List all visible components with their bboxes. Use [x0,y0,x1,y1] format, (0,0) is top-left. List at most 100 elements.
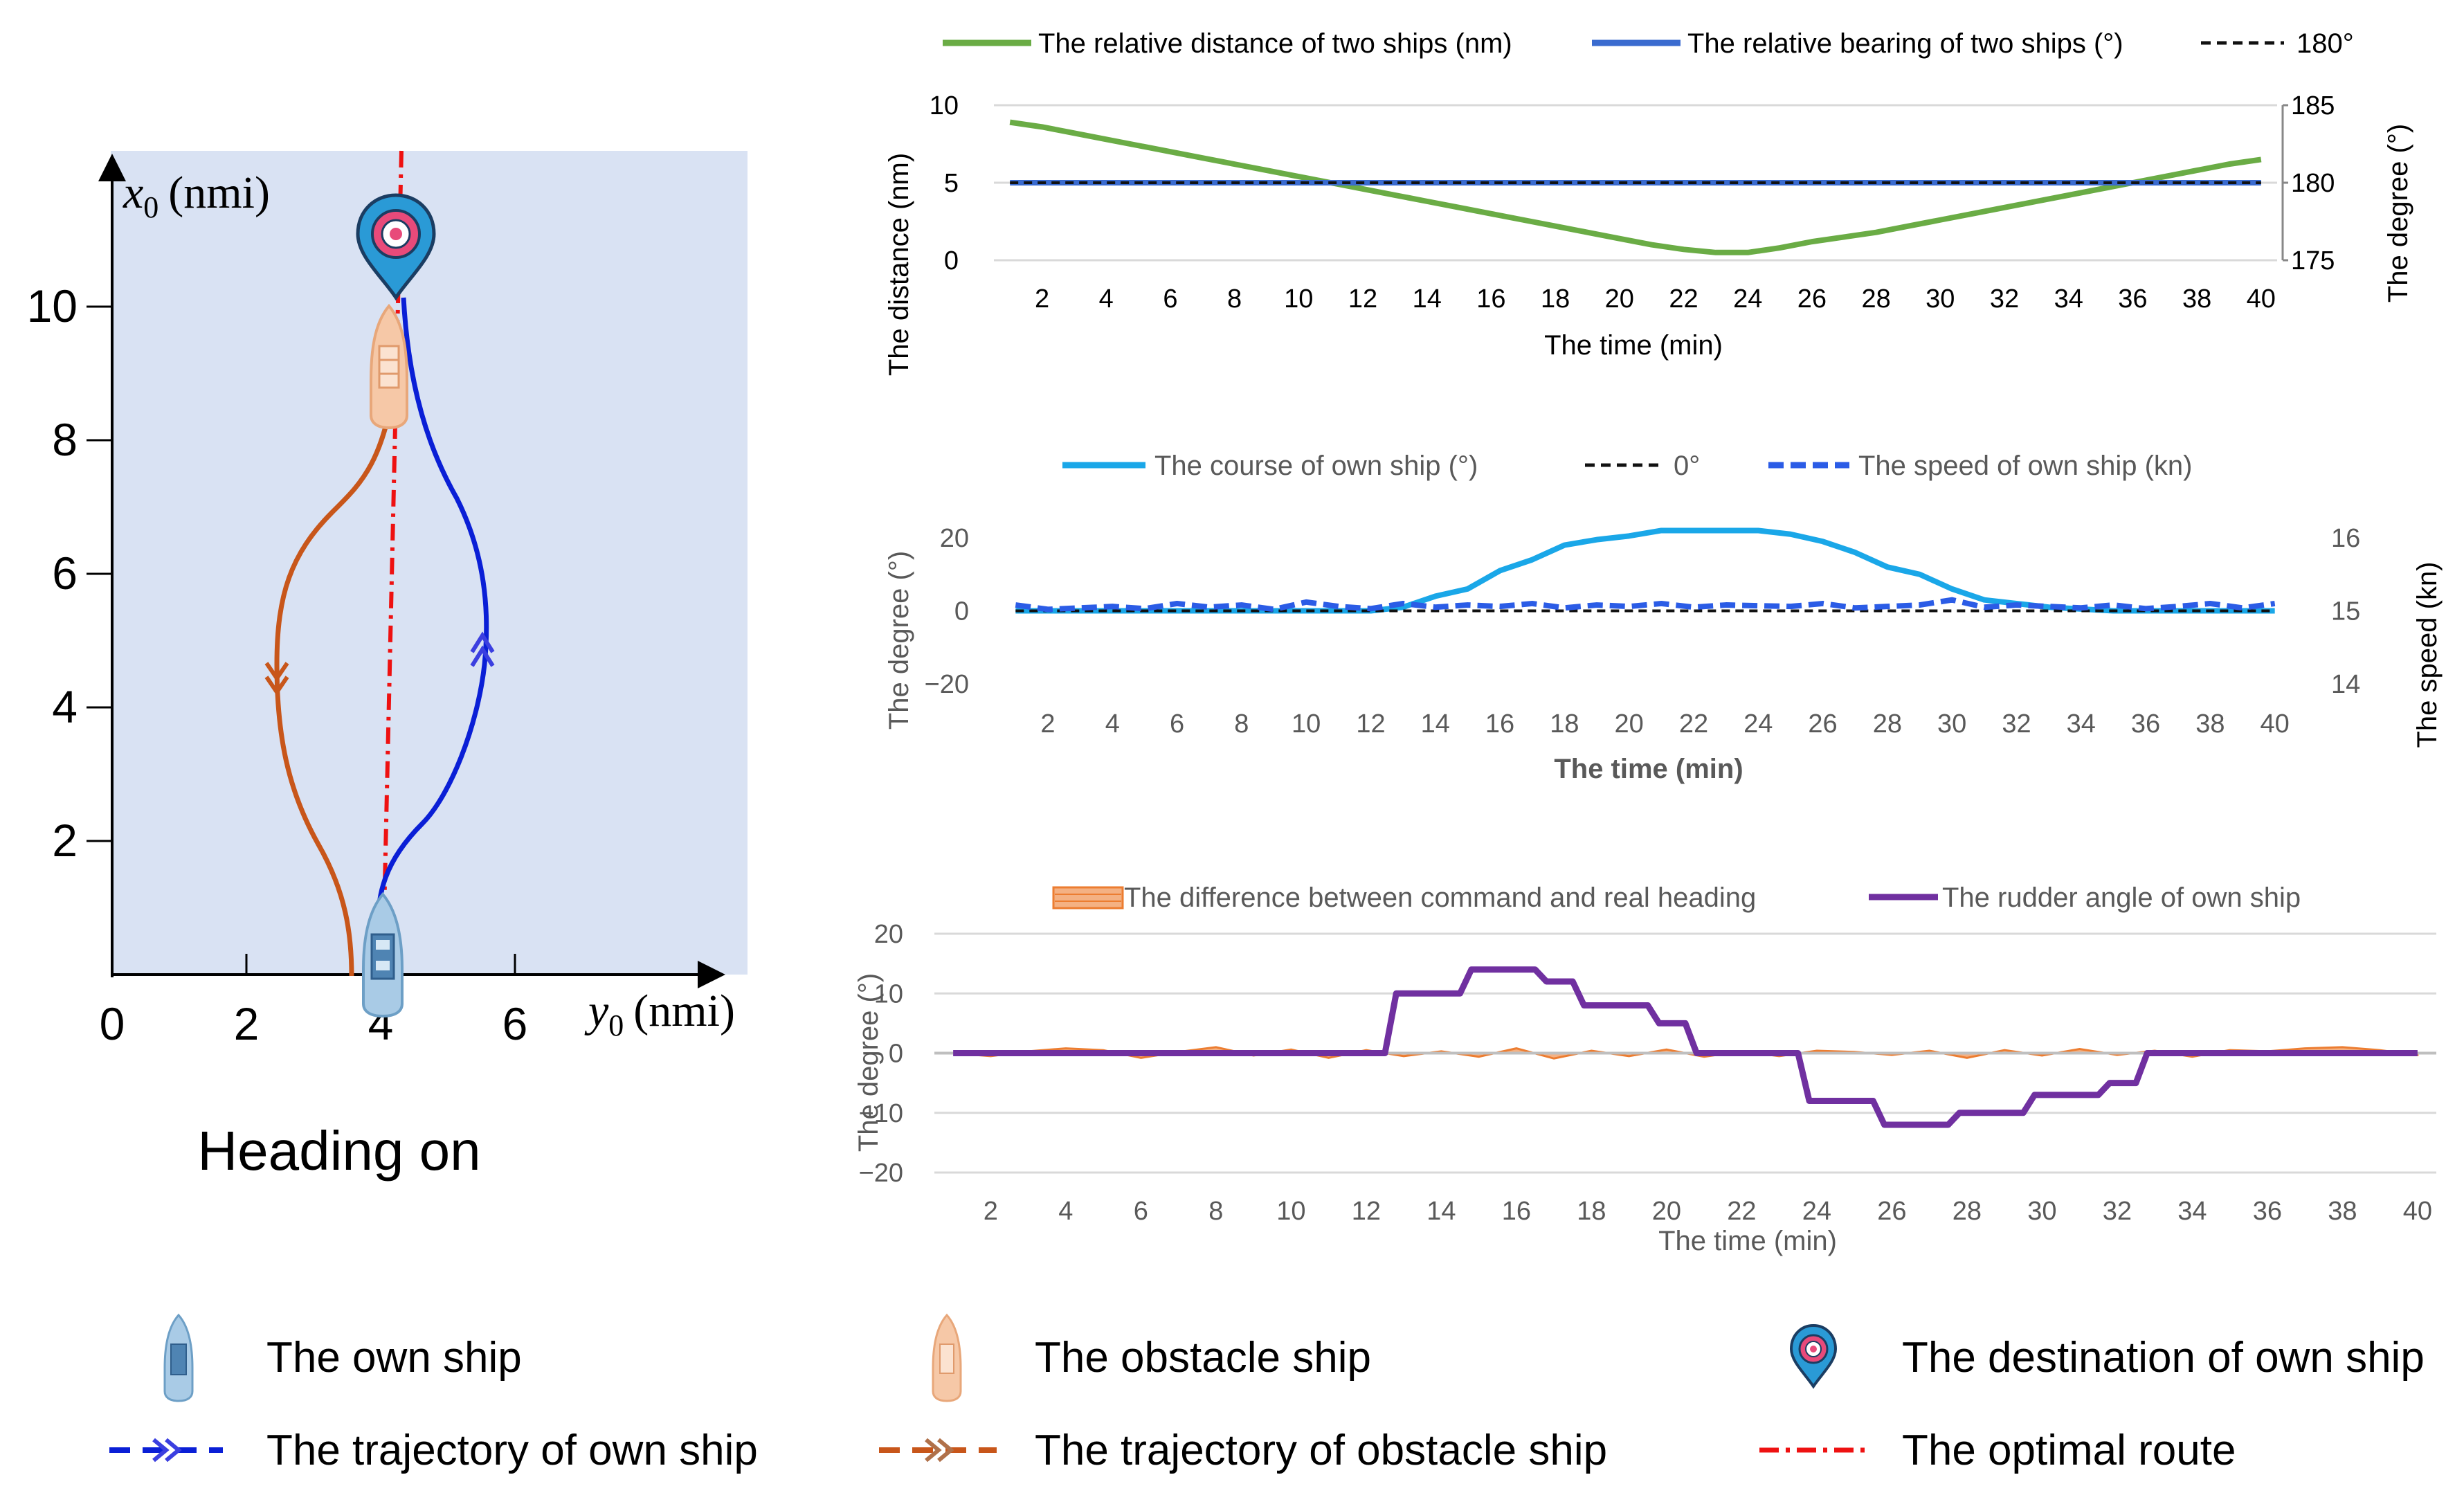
x-tick-label: 2 [1035,284,1049,314]
traj-yaxis-label: x0 (nmi) [123,168,270,224]
traj-xtick-label: 6 [502,998,528,1049]
legend-destination-label: The destination of own ship [1902,1334,2425,1382]
y2-tick-label: 16 [2331,524,2360,553]
x-tick-label: 16 [1485,709,1514,739]
legend-own-trajectory-swatch [109,1438,223,1463]
legend-obstacle-ship-icon [932,1313,962,1402]
x-tick-label: 6 [1134,1197,1148,1226]
y-tick-label: 5 [944,169,959,198]
legend-obstacle-trajectory-label: The trajectory of obstacle ship [1035,1427,1607,1474]
chart-distance-bearing: The relative distance of two ships (nm) … [884,28,2413,376]
y-tick-label: 10 [930,91,959,120]
obstacle-trajectory [274,373,399,977]
traj-ytick-label: 4 [52,681,78,732]
x-tick-label: 24 [1733,284,1762,314]
y-tick-label: 10 [874,979,903,1008]
x-tick-label: 36 [2131,709,2160,739]
chart2-legend: The course of own ship (°) 0° The speed … [1062,451,2192,481]
chart3-x-tick-labels: 2 4 6 8 10 12 14 16 18 20 22 24 26 28 30 32 34 36 38 40 [984,1197,2432,1226]
series-the-speed-of-own-ship-kn [1015,597,2276,613]
traj-xaxis-label: y0 (nmi) [584,986,735,1042]
legend-own-trajectory-label: The trajectory of own ship [266,1427,758,1474]
x-tick-label: 8 [1227,284,1242,314]
legend-label-180: 180° [2297,28,2354,59]
chart3-series [934,966,2436,1128]
y-tick-label: −10 [859,1099,903,1128]
obstacle-trajectory-arrow [264,662,289,696]
x-tick-label: 32 [1990,284,2019,314]
x-tick-label: 26 [1797,284,1827,314]
legend-own-ship-label: The own ship [266,1334,522,1382]
x-tick-label: 30 [1937,709,1966,739]
x-tick-label: 26 [1808,709,1837,739]
x-tick-label: 12 [1356,709,1385,739]
chart2-ylabel: The degree (°) [884,551,914,730]
x-tick-label: 36 [2118,284,2147,314]
y-tick-label: −20 [925,670,969,699]
x-tick-label: 40 [2261,709,2290,739]
x-tick-label: 10 [1284,284,1313,314]
x-tick-label: 38 [2195,709,2225,739]
x-tick-label: 16 [1502,1197,1531,1226]
legend-optimal-route-label: The optimal route [1902,1427,2236,1474]
chart-heading-rudder: The difference between command and real … [853,883,2436,1256]
x-tick-label: 4 [1105,709,1120,739]
x-tick-label: 2 [1040,709,1055,739]
x-tick-label: 22 [1679,709,1708,739]
series-the-rudder-angle-of-own-ship [953,966,2418,1128]
x-tick-label: 4 [1099,284,1114,314]
chart2-y2-tick-labels: 14 15 16 [2331,524,2360,699]
traj-ytick-label: 10 [27,280,78,332]
chart1-series [1009,119,2262,255]
x-tick-label: 32 [2103,1197,2132,1226]
x-tick-label: 36 [2253,1197,2282,1226]
x-tick-label: 28 [1953,1197,1982,1226]
legend-label-bearing: The relative bearing of two ships (°) [1687,28,2123,59]
chart1-y-tick-labels: 0 5 10 [930,91,959,275]
chart2-xlabel: The time (min) [1554,754,1743,784]
x-tick-label: 10 [1276,1197,1305,1226]
x-tick-label: 18 [1550,709,1579,739]
legend-label-heading-diff: The difference between command and real … [1124,883,1756,913]
series-the-course-of-own-ship [1015,527,2275,614]
y2-tick-label: 180 [2291,169,2335,198]
traj-ytick-label: 2 [52,815,78,866]
chart-course-speed: The course of own ship (°) 0° The speed … [884,451,2443,784]
obstacle-ship-icon [370,303,408,430]
traj-ytick-label: 8 [52,414,78,465]
series-the-relative-distance-of-two-ships-nm [1009,119,2262,255]
x-tick-label: 38 [2328,1197,2357,1226]
x-tick-label: 28 [1861,284,1890,314]
own-trajectory-arrow [470,631,495,667]
x-tick-label: 32 [2002,709,2031,739]
traj-xtick-label: 0 [100,998,125,1049]
y-tick-label: 20 [874,920,903,949]
x-tick-label: 12 [1352,1197,1381,1226]
x-tick-label: 34 [2067,709,2096,739]
x-tick-label: 24 [1743,709,1773,739]
x-tick-label: 6 [1170,709,1184,739]
chart3-y-tick-labels: −20 −10 0 10 20 [859,920,903,1188]
destination-icon [356,193,436,301]
x-tick-label: 14 [1421,709,1450,739]
chart2-series [1015,527,2276,614]
x-tick-label: 28 [1873,709,1902,739]
traj-ytick-label: 6 [52,548,78,599]
legend-label-speed: The speed of own ship (kn) [1858,451,2192,481]
x-tick-label: 8 [1208,1197,1223,1226]
x-tick-label: 2 [984,1197,998,1226]
x-tick-label: 8 [1234,709,1249,739]
chart1-legend: The relative distance of two ships (nm) … [943,28,2354,59]
x-tick-label: 40 [2403,1197,2432,1226]
legend-label-distance: The relative distance of two ships (nm) [1038,28,1512,59]
y-tick-label: −20 [859,1159,903,1188]
x-tick-label: 26 [1877,1197,1906,1226]
x-tick-label: 18 [1541,284,1570,314]
chart2-x-tick-labels: 2 4 6 8 10 12 14 16 18 20 22 24 26 28 30 32 34 36 38 40 [1040,709,2289,739]
legend-destination-icon [1789,1323,1838,1389]
trajectory-caption: Heading on [197,1120,480,1182]
x-tick-label: 20 [1615,709,1644,739]
y-tick-label: 0 [944,246,959,275]
chart2-y-tick-labels: −20 0 20 [925,524,969,699]
